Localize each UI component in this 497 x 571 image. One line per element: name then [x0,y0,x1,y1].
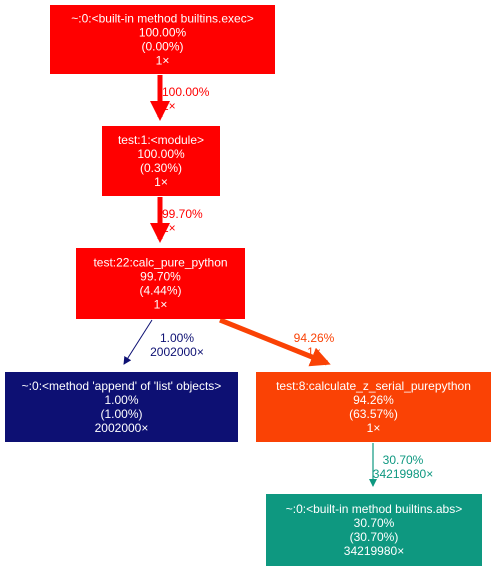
node-call-count: 2002000× [95,421,149,435]
node-function-label: ~:0:<built-in method builtins.exec> [71,12,253,26]
node-box[interactable] [256,372,491,442]
node-total-percent: 1.00% [104,393,138,407]
node-total-percent: 100.00% [137,147,185,161]
edge-calls-label: 1× [307,345,321,359]
node-builtins-abs[interactable]: ~:0:<built-in method builtins.abs>30.70%… [266,494,482,566]
node-module[interactable]: test:1:<module>100.00%(0.30%)1× [102,126,220,196]
node-function-label: test:8:calculate_z_serial_purepython [276,379,471,393]
edge-calls-label: 1× [162,99,176,113]
node-call-count: 1× [156,54,170,68]
node-list-append[interactable]: ~:0:<method 'append' of 'list' objects>1… [5,372,238,442]
edge-percent-label: 99.70% [162,207,203,221]
nodes-layer: ~:0:<built-in method builtins.exec>100.0… [5,5,491,566]
edges-layer: 100.00%1×99.70%1×1.00%2002000×94.26%1×30… [123,75,433,487]
node-box[interactable] [266,494,482,566]
edge-calls-label: 34219980× [373,467,433,481]
node-function-label: ~:0:<method 'append' of 'list' objects> [22,379,222,393]
edge-line [219,317,331,367]
node-builtins-exec[interactable]: ~:0:<built-in method builtins.exec>100.0… [50,5,275,74]
edge-calls-label: 1× [162,221,176,235]
node-function-label: test:1:<module> [118,133,204,147]
node-total-percent: 100.00% [139,26,187,40]
node-self-percent: (63.57%) [349,407,398,421]
node-function-label: ~:0:<built-in method builtins.abs> [286,502,462,516]
node-self-percent: (1.00%) [100,407,142,421]
edge-percent-label: 94.26% [294,331,335,345]
node-total-percent: 30.70% [354,516,395,530]
node-box[interactable] [102,126,220,196]
node-call-count: 1× [367,421,381,435]
edge-calc-to-calculate-z: 94.26%1× [219,317,335,367]
node-total-percent: 94.26% [353,393,394,407]
edge-calc-to-append: 1.00%2002000× [123,319,204,365]
node-self-percent: (0.30%) [140,161,182,175]
edge-calls-label: 2002000× [150,345,204,359]
node-total-percent: 99.70% [140,270,181,284]
edge-percent-label: 1.00% [160,331,194,345]
node-function-label: test:22:calc_pure_python [93,256,227,270]
node-call-count: 34219980× [344,544,404,558]
node-self-percent: (0.00%) [141,40,183,54]
edge-line [123,319,153,365]
edge-module-to-calc: 99.70%1× [150,197,203,243]
node-box[interactable] [50,5,275,74]
node-call-count: 1× [154,298,168,312]
node-call-count: 1× [154,175,168,189]
node-box[interactable] [76,248,245,319]
edge-exec-to-module: 100.00%1× [150,75,210,121]
edge-percent-label: 30.70% [383,453,424,467]
edge-calculate-z-to-abs: 30.70%34219980× [369,443,433,487]
edge-percent-label: 100.00% [162,85,210,99]
node-calculate-z-serial-purepython[interactable]: test:8:calculate_z_serial_purepython94.2… [256,372,491,442]
node-box[interactable] [5,372,238,442]
node-self-percent: (4.44%) [139,284,181,298]
node-self-percent: (30.70%) [350,530,399,544]
